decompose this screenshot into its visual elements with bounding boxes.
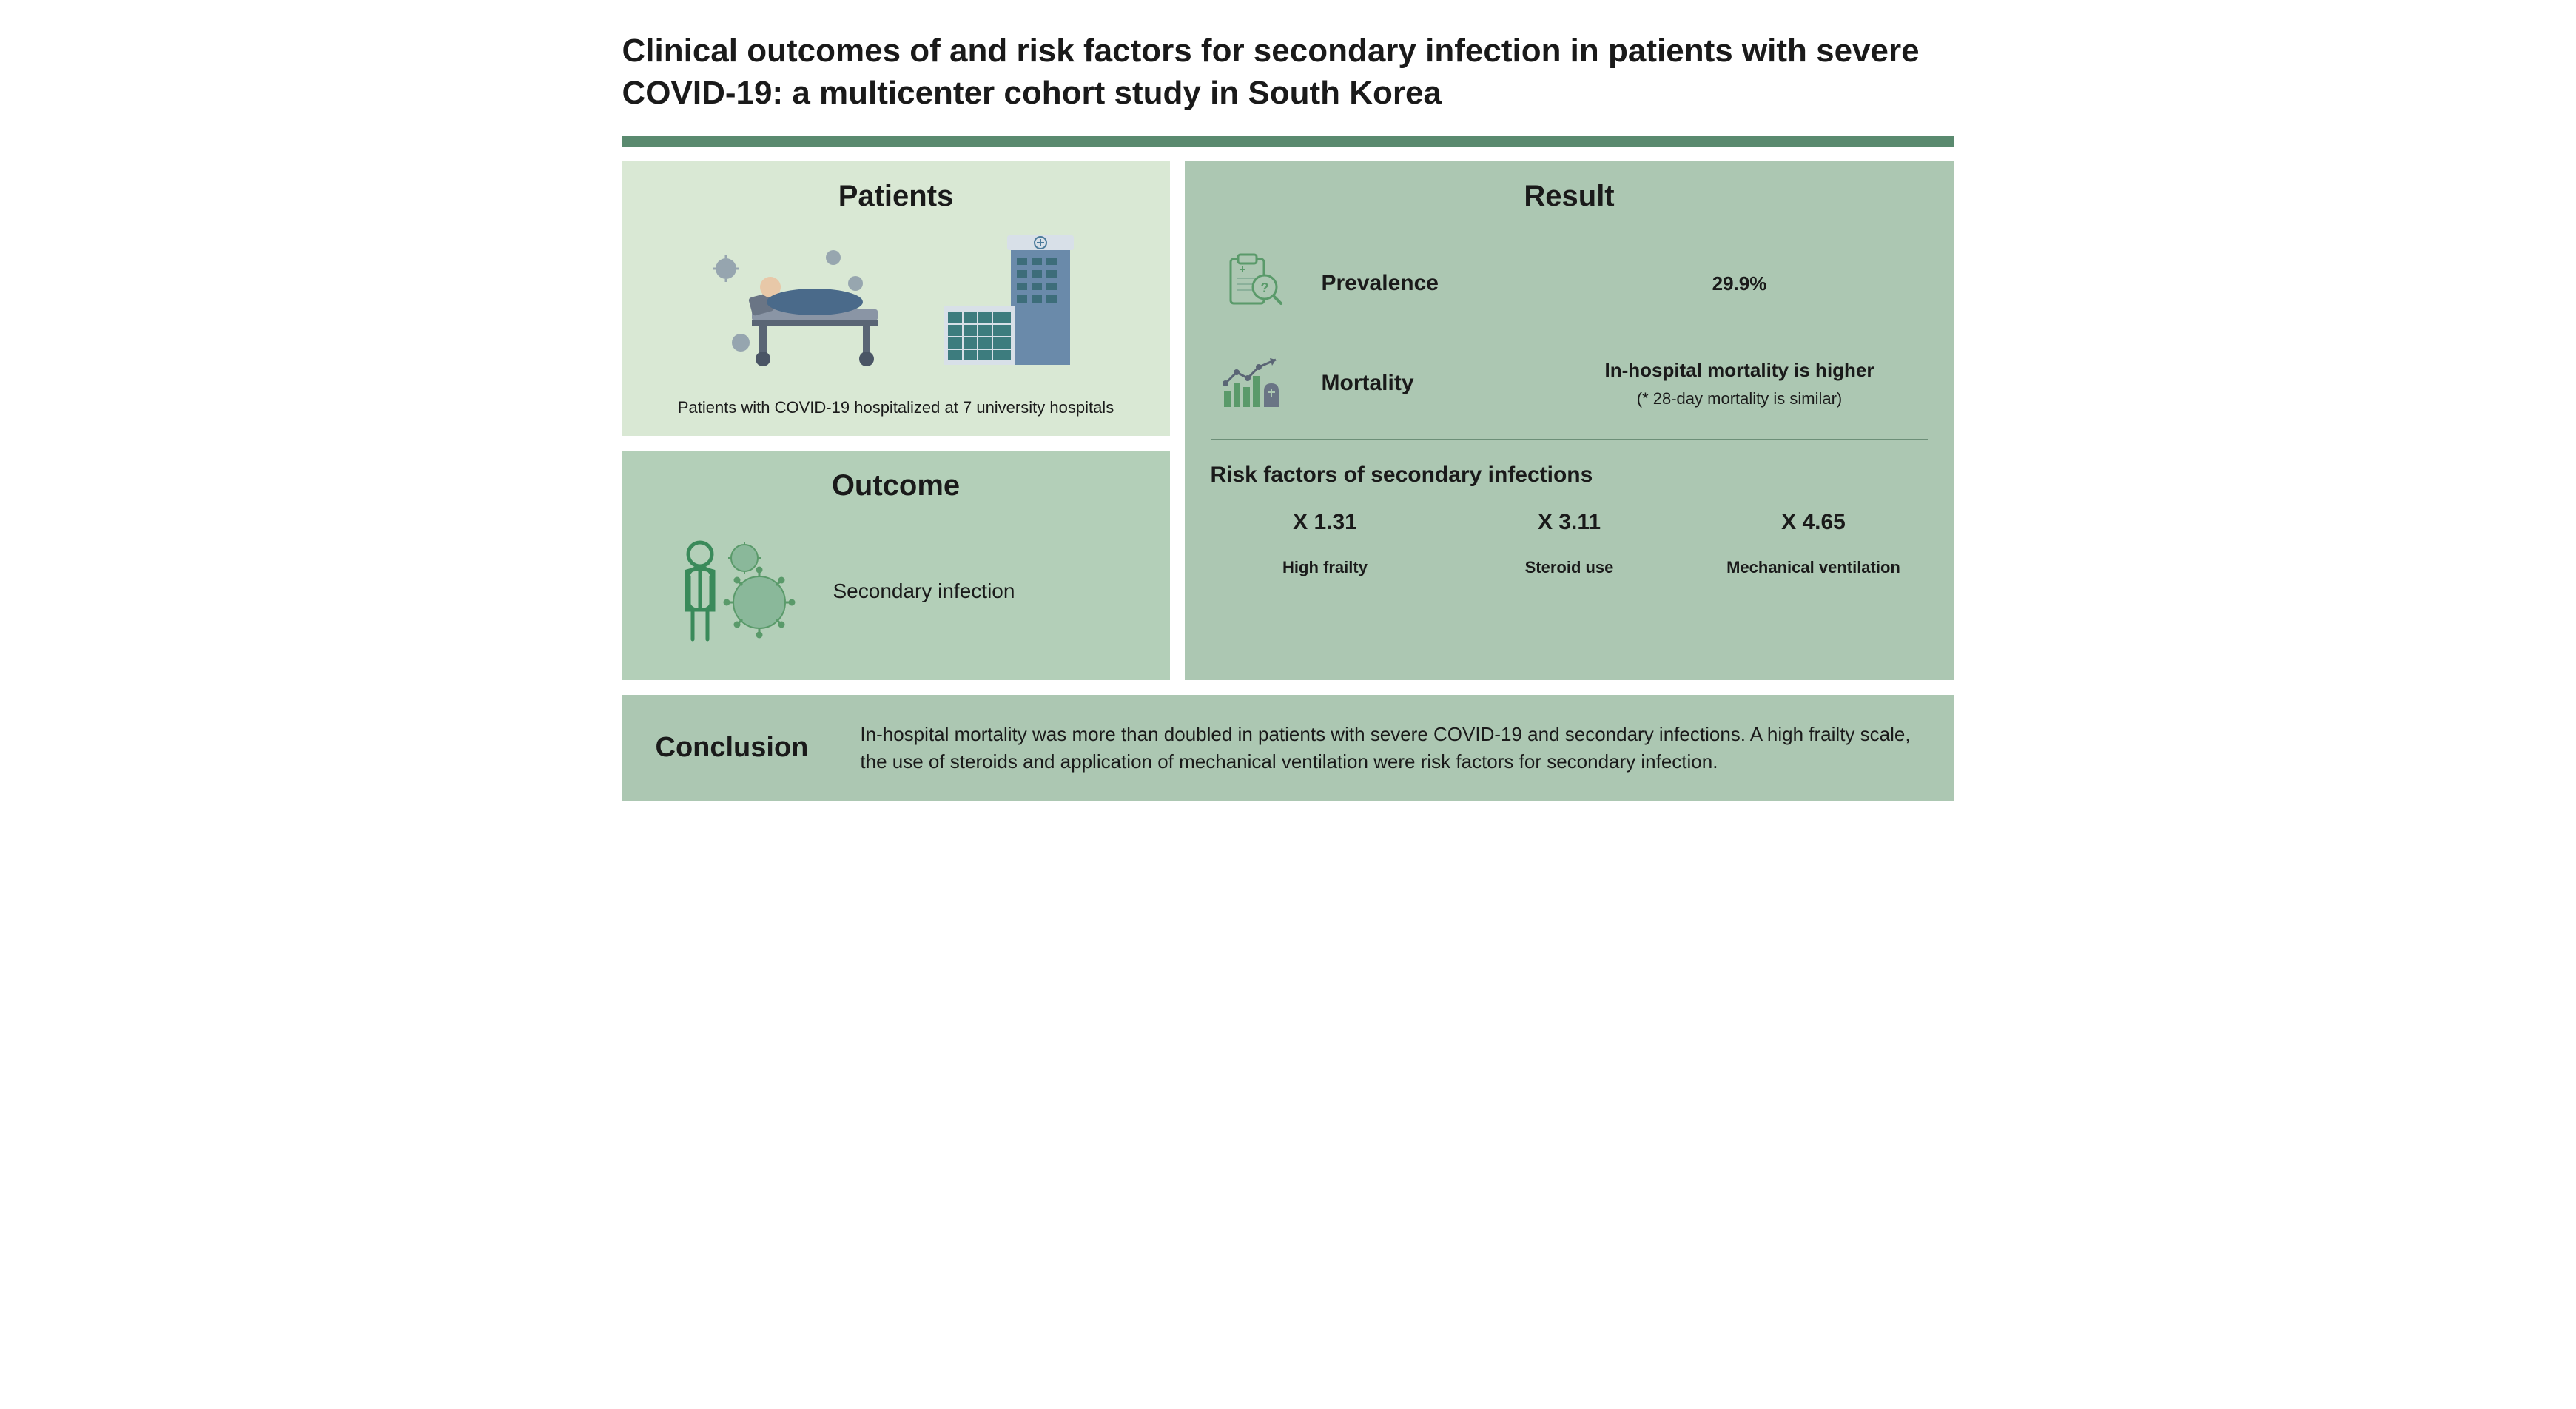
mortality-chart-icon: [1218, 354, 1292, 413]
risk-multiplier: X 3.11: [1455, 510, 1684, 535]
outcome-heading: Outcome: [648, 469, 1144, 502]
conclusion-panel: Conclusion In-hospital mortality was mor…: [622, 695, 1954, 801]
risk-item-ventilation: X 4.65 Mechanical ventilation: [1699, 510, 1928, 579]
result-heading: Result: [1211, 180, 1928, 213]
conclusion-heading: Conclusion: [656, 732, 809, 764]
outcome-row: Secondary infection: [648, 521, 1144, 662]
risk-label: Mechanical ventilation: [1699, 557, 1928, 579]
person-virus-icon: [670, 536, 804, 647]
outcome-label: Secondary infection: [833, 579, 1015, 603]
mortality-sub: (* 28-day mortality is similar): [1558, 389, 1921, 408]
prevalence-value: 29.9%: [1558, 272, 1921, 295]
clipboard-search-icon: ?: [1222, 250, 1288, 317]
risk-multiplier: X 1.31: [1211, 510, 1440, 535]
mortality-main: In-hospital mortality is higher: [1558, 359, 1921, 382]
risk-multiplier: X 4.65: [1699, 510, 1928, 535]
risk-label: High frailty: [1211, 557, 1440, 579]
result-panel: Result ? Preval: [1185, 161, 1954, 680]
patient-bed-icon: [707, 246, 915, 380]
hospital-building-icon: [937, 232, 1085, 380]
risk-item-steroid: X 3.11 Steroid use: [1455, 510, 1684, 579]
result-divider: [1211, 439, 1928, 440]
risk-item-frailty: X 1.31 High frailty: [1211, 510, 1440, 579]
mortality-label: Mortality: [1322, 371, 1529, 396]
divider-bar: [622, 136, 1954, 147]
conclusion-text: In-hospital mortality was more than doub…: [860, 721, 1920, 775]
mortality-row: Mortality In-hospital mortality is highe…: [1211, 335, 1928, 431]
mortality-value: In-hospital mortality is higher (* 28-da…: [1558, 359, 1921, 408]
prevalence-row: ? Prevalence 29.9%: [1211, 232, 1928, 335]
main-title: Clinical outcomes of and risk factors fo…: [622, 30, 1954, 114]
outcome-panel: Outcome: [622, 451, 1170, 680]
patients-illustration: [648, 232, 1144, 380]
patients-caption: Patients with COVID-19 hospitalized at 7…: [648, 398, 1144, 417]
patients-heading: Patients: [648, 180, 1144, 213]
content-grid: Patients: [622, 161, 1954, 680]
infographic-container: Clinical outcomes of and risk factors fo…: [622, 30, 1954, 801]
risk-label: Steroid use: [1455, 557, 1684, 579]
patients-panel: Patients: [622, 161, 1170, 436]
prevalence-label: Prevalence: [1322, 271, 1529, 296]
svg-text:?: ?: [1260, 280, 1268, 295]
risk-factors-heading: Risk factors of secondary infections: [1211, 463, 1928, 488]
risk-factors-row: X 1.31 High frailty X 3.11 Steroid use X…: [1211, 510, 1928, 579]
